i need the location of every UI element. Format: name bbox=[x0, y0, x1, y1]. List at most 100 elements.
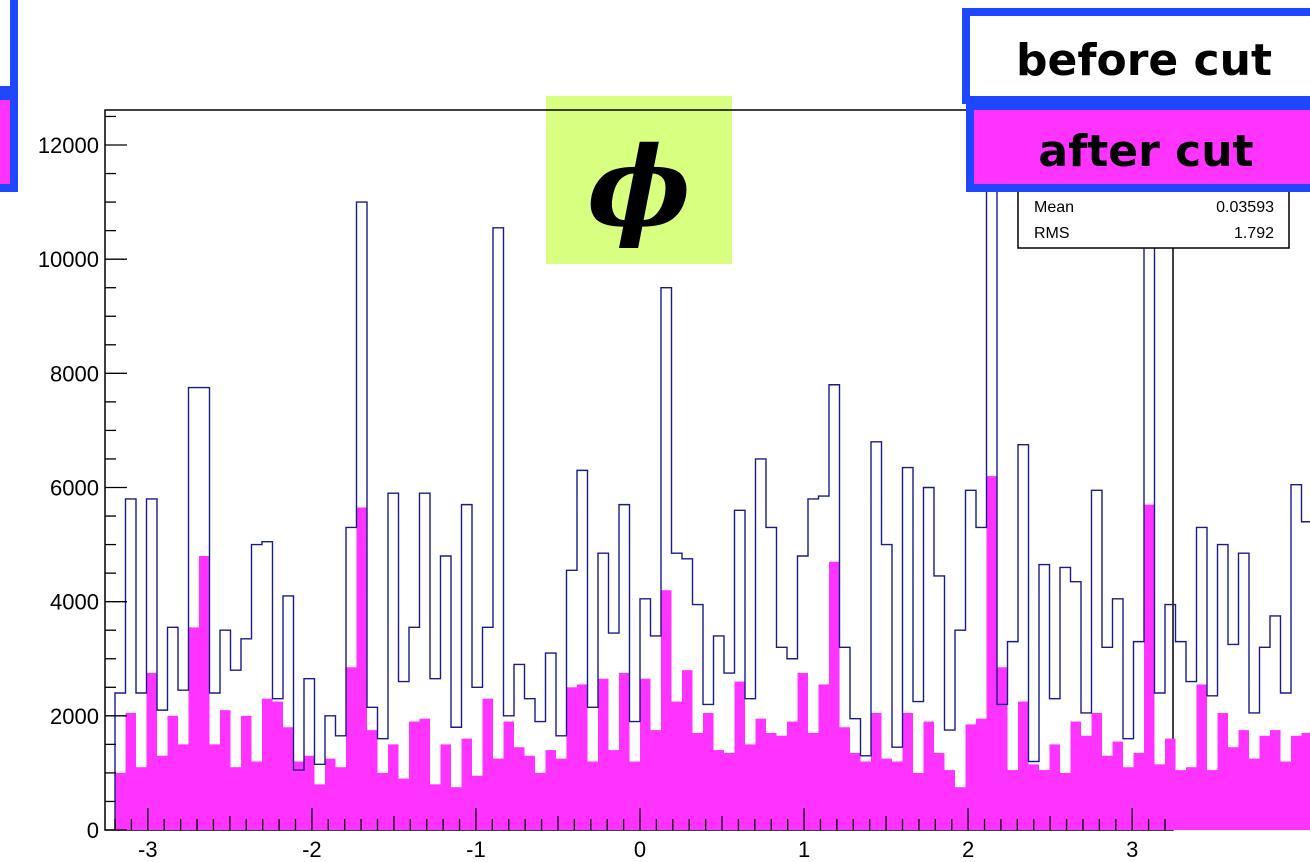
after-cut-bar bbox=[482, 698, 493, 830]
stats-rms-label: RMS bbox=[1034, 225, 1070, 242]
after-cut-bar bbox=[199, 556, 210, 830]
after-cut-bar bbox=[850, 752, 861, 830]
chart-title: ϕ bbox=[587, 122, 691, 251]
after-cut-bar bbox=[1028, 764, 1039, 830]
after-cut-bar bbox=[157, 755, 168, 830]
after-cut-bar bbox=[1154, 764, 1165, 830]
after-cut-bar bbox=[209, 744, 220, 830]
after-cut-bar bbox=[367, 730, 378, 830]
y-tick-label: 8000 bbox=[50, 361, 99, 386]
legend-after-box bbox=[966, 102, 1310, 192]
before-cut-line bbox=[114, 141, 1310, 830]
after-cut-bar bbox=[1249, 758, 1260, 830]
after-cut-bar bbox=[125, 712, 136, 830]
after-cut-bar bbox=[220, 710, 231, 830]
left-legend-after-box bbox=[0, 92, 18, 192]
after-cut-bar bbox=[1196, 684, 1207, 830]
after-cut-bar bbox=[1217, 712, 1228, 830]
after-cut-bar bbox=[146, 673, 157, 830]
stats-box: Mean 0.03593 RMS 1.792 bbox=[1017, 185, 1290, 249]
after-cut-bar bbox=[451, 787, 462, 830]
after-cut-bar bbox=[251, 761, 262, 830]
after-cut-bar bbox=[839, 727, 850, 830]
after-cut-bar bbox=[587, 761, 598, 830]
y-tick-label: 10000 bbox=[38, 247, 99, 272]
stats-mean-value: 0.03593 bbox=[1216, 199, 1274, 216]
after-cut-bar bbox=[745, 744, 756, 830]
after-cut-bar bbox=[766, 732, 777, 830]
after-cut-bar bbox=[503, 721, 514, 830]
after-cut-bar bbox=[923, 721, 934, 830]
after-cut-bar bbox=[913, 772, 924, 830]
title-box bbox=[546, 96, 732, 264]
after-cut-bar bbox=[1270, 730, 1281, 830]
after-cut-bar bbox=[797, 673, 808, 830]
legend-before-box bbox=[962, 8, 1310, 104]
after-cut-bar bbox=[1007, 770, 1018, 830]
after-cut-bar bbox=[860, 761, 871, 830]
after-cut-bar bbox=[398, 778, 409, 830]
stats-mean-label: Mean bbox=[1034, 199, 1074, 216]
legend-after-label: after cut bbox=[1038, 126, 1253, 177]
after-cut-bar bbox=[419, 718, 430, 830]
after-cut-bar bbox=[388, 744, 399, 830]
after-cut-bar bbox=[619, 673, 630, 830]
after-cut-bar bbox=[314, 784, 325, 830]
after-cut-bar bbox=[409, 721, 420, 830]
after-cut-bar bbox=[272, 701, 283, 830]
after-cut-bar bbox=[430, 784, 441, 830]
after-cut-bar bbox=[346, 667, 357, 830]
stats-rms-value: 1.792 bbox=[1234, 225, 1274, 242]
after-cut-bar bbox=[1186, 767, 1197, 830]
y-tick-label: 4000 bbox=[50, 590, 99, 615]
after-cut-bar bbox=[1133, 752, 1144, 830]
after-cut-bar bbox=[1175, 770, 1186, 830]
after-cut-bar bbox=[283, 727, 294, 830]
left-legend-fragment bbox=[0, 0, 18, 192]
x-tick-label: 3 bbox=[1126, 837, 1138, 862]
after-cut-bar bbox=[881, 758, 892, 830]
x-axis: -3 -2 -1 0 1 2 3 bbox=[114, 808, 1166, 862]
after-cut-bar bbox=[608, 750, 619, 830]
after-cut-bar bbox=[713, 750, 724, 830]
y-tick-label: 12000 bbox=[38, 133, 99, 158]
after-cut-bar bbox=[178, 744, 189, 830]
after-cut-bar bbox=[671, 701, 682, 830]
after-cut-bar bbox=[293, 761, 304, 830]
after-cut-bar bbox=[230, 767, 241, 830]
after-cut-bar bbox=[965, 724, 976, 830]
after-cut-bar bbox=[1039, 770, 1050, 830]
after-cut-bar bbox=[356, 507, 367, 830]
after-cut-bar bbox=[1228, 747, 1239, 830]
after-cut-bar bbox=[1123, 767, 1134, 830]
after-cut-bar bbox=[787, 721, 798, 830]
after-cut-bar bbox=[1049, 744, 1060, 830]
after-cut-bar bbox=[440, 744, 451, 830]
x-tick-label: 2 bbox=[962, 837, 974, 862]
after-cut-bar bbox=[1165, 738, 1176, 830]
x-tick-label: 0 bbox=[634, 837, 646, 862]
after-cut-bar bbox=[524, 755, 535, 830]
stats-box-frame bbox=[1017, 185, 1290, 249]
after-cut-bar bbox=[1301, 732, 1310, 830]
after-cut-bar bbox=[335, 767, 346, 830]
after-cut-bar bbox=[934, 752, 945, 830]
after-cut-bar bbox=[703, 712, 714, 830]
legend-before-label: before cut bbox=[1016, 35, 1272, 86]
after-cut-bar bbox=[472, 775, 483, 830]
after-cut-bar bbox=[734, 681, 745, 830]
after-cut-series bbox=[115, 476, 1310, 830]
after-cut-bar bbox=[545, 750, 556, 830]
after-cut-bar bbox=[167, 715, 178, 830]
after-cut-bar bbox=[136, 767, 147, 830]
after-cut-bar bbox=[724, 752, 735, 830]
after-cut-bar bbox=[304, 755, 315, 830]
after-cut-bar bbox=[902, 712, 913, 830]
x-tick-label: -1 bbox=[466, 837, 486, 862]
after-cut-bar bbox=[776, 735, 787, 830]
after-cut-bar bbox=[598, 678, 609, 830]
after-cut-bar bbox=[377, 772, 388, 830]
after-cut-bar bbox=[325, 758, 336, 830]
after-cut-bar bbox=[892, 761, 903, 830]
